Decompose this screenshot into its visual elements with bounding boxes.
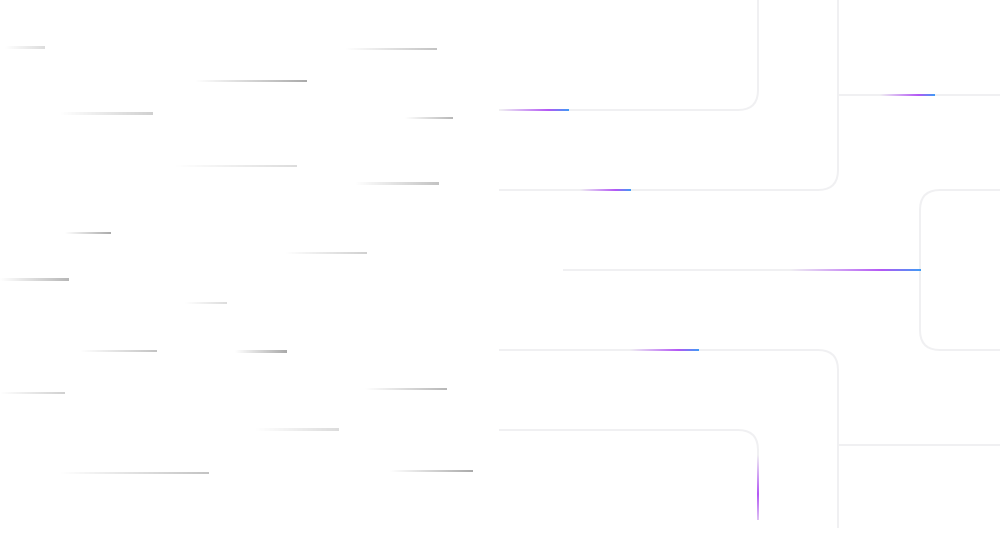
speed-streak — [65, 232, 111, 234]
speed-streak — [175, 165, 297, 167]
signal-pulse — [790, 269, 921, 271]
speed-streak — [60, 472, 209, 474]
circuit-track — [499, 429, 759, 520]
speed-streak — [185, 302, 227, 304]
circuit-track — [499, 349, 839, 528]
signal-pulse — [630, 349, 699, 351]
speed-streak — [80, 350, 157, 352]
circuit-track — [919, 189, 1000, 351]
speed-streak — [0, 392, 65, 394]
circuit-track — [499, 0, 839, 191]
speed-streak — [355, 182, 439, 185]
speed-streak — [285, 252, 367, 254]
signal-pulse — [500, 109, 569, 111]
speed-streak — [0, 278, 69, 281]
speed-streak — [405, 117, 453, 119]
speed-streak — [235, 350, 287, 353]
signal-pulse — [757, 455, 759, 520]
signal-pulse — [580, 189, 631, 191]
circuit-track — [499, 0, 759, 111]
speed-streak — [390, 470, 473, 472]
speed-streak — [365, 388, 447, 390]
speed-streak — [255, 428, 339, 431]
speed-streak — [5, 46, 45, 49]
speed-streak — [195, 80, 307, 82]
speed-streak — [345, 48, 437, 50]
signal-pulse — [880, 94, 935, 96]
speed-streak — [60, 112, 153, 115]
